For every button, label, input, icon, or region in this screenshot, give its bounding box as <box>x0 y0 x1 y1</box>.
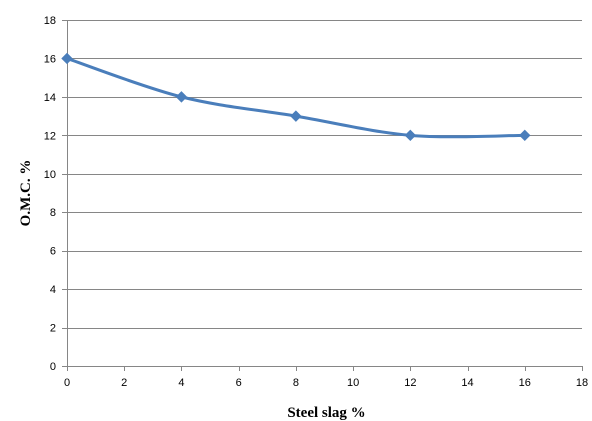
data-point-16 <box>519 129 531 142</box>
x-tick-label-0: 0 <box>64 377 70 389</box>
data-point-8 <box>290 110 302 122</box>
y-tick-label-8: 8 <box>50 207 56 219</box>
data-point-4 <box>175 91 188 103</box>
x-tick-labels: 0 2 4 6 8 10 12 14 16 18 <box>64 377 588 389</box>
data-point-12 <box>404 129 417 142</box>
y-axis-title: O.M.C. % <box>18 160 34 227</box>
x-tick-label-4: 4 <box>178 377 184 389</box>
x-tick-label-18: 18 <box>576 377 588 389</box>
grid <box>67 20 582 329</box>
x-tick-label-10: 10 <box>347 377 359 389</box>
data-point-0 <box>61 52 73 65</box>
x-tick-label-6: 6 <box>236 377 242 389</box>
y-tick-label-16: 16 <box>44 53 56 65</box>
x-tick-label-2: 2 <box>121 377 127 389</box>
y-tick-labels: 0 2 4 6 8 10 12 14 16 18 <box>44 15 56 373</box>
x-tick-label-14: 14 <box>461 377 473 389</box>
axes <box>62 20 583 371</box>
x-axis-title: Steel slag % <box>287 405 365 421</box>
y-tick-label-0: 0 <box>50 361 56 373</box>
y-tick-label-2: 2 <box>50 323 56 335</box>
y-tick-label-12: 12 <box>44 130 56 142</box>
y-tick-label-14: 14 <box>44 92 56 104</box>
y-tick-label-18: 18 <box>44 15 56 27</box>
y-tick-label-6: 6 <box>50 246 56 258</box>
y-tick-label-4: 4 <box>50 284 56 296</box>
x-tick-label-8: 8 <box>293 377 299 389</box>
x-tick-label-12: 12 <box>404 377 416 389</box>
marker-layer <box>61 52 531 142</box>
y-tick-label-10: 10 <box>44 169 56 181</box>
x-tick-label-16: 16 <box>519 377 531 389</box>
